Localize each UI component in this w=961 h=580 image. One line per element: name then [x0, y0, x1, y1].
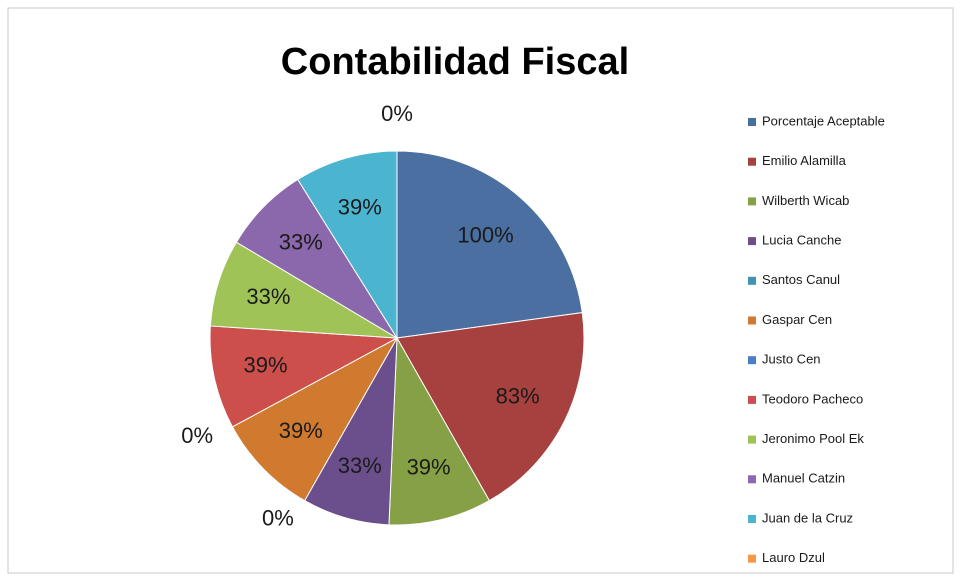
data-label-manuel-catzin: 33% [279, 230, 323, 255]
data-label-emilio-alamilla: 83% [496, 384, 540, 409]
legend-swatch-gaspar-cen [748, 316, 756, 325]
data-label-wilberth-wicab: 39% [407, 455, 451, 480]
legend: Porcentaje Aceptable Emilio Alamilla Wilbe… [748, 113, 885, 565]
legend-swatch-justo-cen [748, 356, 756, 365]
legend-label-manuel-catzin: Manuel Catzin [762, 471, 845, 486]
legend-label-justo-cen: Justo Cen [762, 352, 821, 367]
legend-swatch-manuel-catzin [748, 475, 756, 484]
pie-slice-teodoro-pacheco [209, 325, 399, 428]
data-label-gaspar-cen: 39% [279, 418, 323, 443]
legend-swatch-santos-canul [748, 276, 756, 285]
legend-swatch-porcentaje-aceptable [748, 118, 756, 126]
legend-label-porcentaje-aceptable: Porcentaje Aceptable [762, 113, 885, 128]
pie-slice-porcentaje-aceptable [396, 150, 583, 339]
pie-slice-gaspar-cen [231, 336, 399, 502]
legend-swatch-lauro-dzul [748, 554, 756, 563]
pie-slice-juan-de-la-cruz [297, 150, 398, 340]
pie-slices [209, 150, 585, 526]
legend-swatch-lucia-canche [748, 237, 756, 246]
data-label-porcentaje-aceptable: 100% [457, 222, 513, 247]
legend-label-lucia-canche: Lucia Canche [762, 233, 842, 248]
legend-label-teodoro-pacheco: Teodoro Pacheco [762, 391, 863, 406]
legend-label-jeronimo-pool-ek: Jeronimo Pool Ek [762, 431, 864, 446]
legend-label-lauro-dzul: Lauro Dzul [762, 550, 825, 565]
legend-label-gaspar-cen: Gaspar Cen [762, 312, 832, 327]
legend-swatch-teodoro-pacheco [748, 395, 756, 404]
data-label-lauro-dzul: 0% [381, 101, 413, 126]
data-label-lucia-canche: 33% [338, 453, 382, 478]
pie-slice-wilberth-wicab [388, 336, 491, 526]
legend-swatch-emilio-alamilla [748, 157, 756, 166]
data-label-justo-cen: 0% [181, 423, 213, 448]
legend-label-emilio-alamilla: Emilio Alamilla [762, 153, 847, 168]
pie-data-labels: 100% 83% 39% 33% 0% 39% 0% 39% 33% 33% 39% 0% [181, 101, 539, 531]
data-label-juan-de-la-cruz: 39% [338, 194, 382, 219]
data-label-teodoro-pacheco: 39% [243, 353, 287, 378]
data-label-jeronimo-pool-ek: 33% [246, 284, 290, 309]
legend-swatch-juan-de-la-cruz [748, 515, 756, 523]
legend-label-santos-canul: Santos Canul [762, 272, 840, 287]
legend-swatch-wilberth-wicab [748, 197, 756, 206]
pie-slice-emilio-alamilla [396, 312, 585, 502]
data-label-santos-canul: 0% [262, 506, 294, 531]
legend-swatch-jeronimo-pool-ek [748, 435, 756, 444]
chart-title: Contabilidad Fiscal [281, 41, 629, 83]
legend-label-wilberth-wicab: Wilberth Wicab [762, 193, 849, 208]
legend-label-juan-de-la-cruz: Juan de la Cruz [762, 510, 853, 525]
